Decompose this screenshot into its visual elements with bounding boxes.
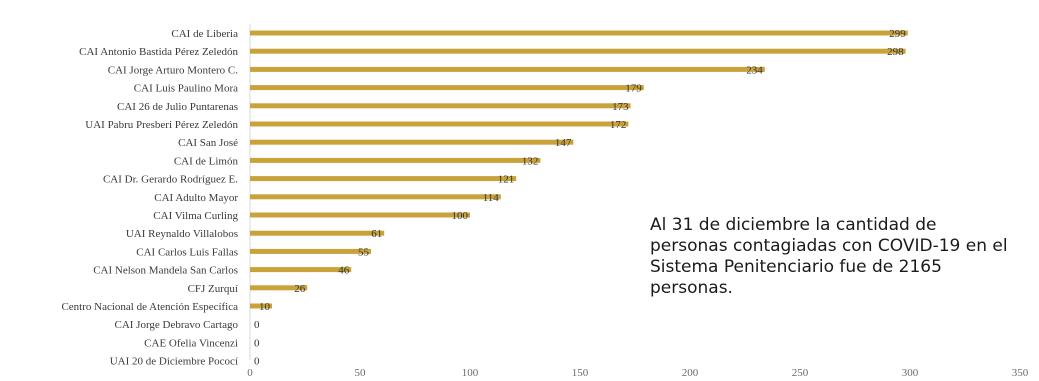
category-label: CAI Adulto Mayor	[154, 192, 238, 204]
x-tick-label: 300	[902, 367, 919, 379]
value-label: 173	[612, 101, 629, 113]
category-label: CAI Jorge Debravo Cartago	[114, 319, 238, 331]
annotation-text: Al 31 de diciembre la cantidad de person…	[650, 215, 1008, 298]
value-label: 298	[887, 46, 904, 58]
bar	[250, 85, 644, 91]
x-tick-label: 100	[462, 367, 479, 379]
category-label: CAI Antonio Bastida Pérez Zeledón	[79, 46, 238, 58]
x-tick-label: 350	[1012, 367, 1029, 379]
value-label: 100	[452, 210, 469, 222]
value-label: 179	[625, 83, 642, 95]
category-label: CAI San José	[178, 137, 238, 149]
category-label: CAI Dr. Gerardo Rodríguez E.	[103, 174, 238, 186]
value-label: 147	[555, 137, 572, 149]
x-tick-label: 50	[355, 367, 367, 379]
value-label: 299	[889, 28, 906, 40]
bar	[250, 30, 908, 36]
category-label: CAI de Limón	[174, 155, 239, 167]
bar	[250, 267, 352, 273]
x-tick-label: 200	[682, 367, 699, 379]
category-label: CAI Luis Paulino Mora	[134, 83, 238, 95]
value-label: 0	[254, 337, 260, 349]
category-label: CFJ Zurquí	[188, 283, 238, 295]
value-label: 172	[610, 119, 627, 131]
value-label: 46	[338, 265, 350, 277]
category-label: UAI Reynaldo Villalobos	[126, 228, 238, 240]
bar	[250, 66, 765, 72]
category-label: Centro Nacional de Atención Específica	[61, 301, 238, 313]
value-label: 234	[746, 64, 763, 76]
category-label: CAI de Liberia	[171, 28, 238, 40]
value-label: 0	[254, 319, 260, 331]
value-label: 121	[498, 174, 515, 186]
category-label: CAI 26 de Julio Puntarenas	[117, 101, 238, 113]
bar	[250, 48, 906, 54]
category-label: CAI Carlos Luis Fallas	[136, 246, 238, 258]
bar	[250, 176, 517, 182]
x-tick-label: 250	[792, 367, 809, 379]
bar	[250, 230, 385, 236]
x-tick-label: 150	[572, 367, 589, 379]
value-label: 132	[522, 155, 539, 167]
bar	[250, 248, 371, 254]
value-label: 10	[259, 301, 271, 313]
x-tick-label: 0	[247, 367, 253, 379]
category-label: CAI Vilma Curling	[153, 210, 238, 222]
bar	[250, 139, 574, 145]
category-label: CAI Jorge Arturo Montero C.	[108, 64, 239, 76]
category-label: CAE Ofelia Vincenzi	[144, 337, 238, 349]
bar	[250, 103, 631, 109]
value-label: 55	[358, 246, 370, 258]
bar	[250, 121, 629, 127]
bar	[250, 194, 501, 200]
category-label: UAI Pabru Presberi Pérez Zeledón	[85, 119, 238, 131]
bar	[250, 212, 470, 218]
value-label: 26	[294, 283, 306, 295]
category-label: UAI 20 de Diciembre Pococí	[110, 356, 238, 368]
bar	[250, 285, 308, 291]
bar	[250, 303, 272, 309]
value-label: 61	[371, 228, 382, 240]
value-label: 114	[483, 192, 500, 204]
value-label: 0	[254, 356, 260, 368]
bar	[250, 157, 541, 163]
category-label: CAI Nelson Mandela San Carlos	[93, 265, 238, 277]
